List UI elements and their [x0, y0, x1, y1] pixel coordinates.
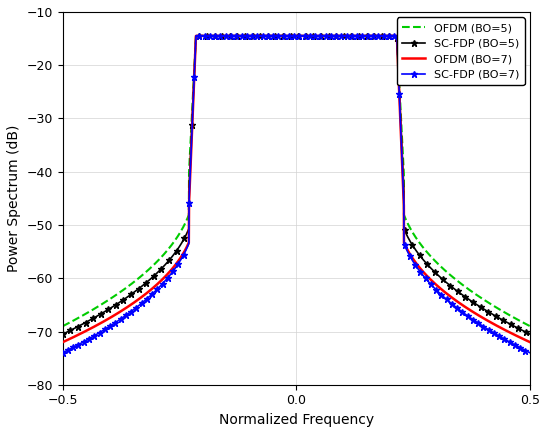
Y-axis label: Power Spectrum (dB): Power Spectrum (dB) — [7, 125, 21, 272]
OFDM (BO=7) — [399, 166, 406, 171]
OFDM (BO=5) — [193, 33, 199, 39]
OFDM (BO=5) — [399, 141, 406, 146]
OFDM (BO=7) — [513, 333, 519, 338]
Line: SC-FDP (BO=7): SC-FDP (BO=7) — [59, 33, 533, 356]
SC-FDP (BO=5) — [193, 33, 199, 39]
SC-FDP (BO=7) — [193, 33, 199, 39]
OFDM (BO=5) — [489, 302, 496, 308]
OFDM (BO=7) — [260, 33, 266, 39]
OFDM (BO=5) — [513, 316, 519, 321]
SC-FDP (BO=7) — [489, 329, 496, 335]
OFDM (BO=5) — [260, 33, 266, 39]
SC-FDP (BO=5) — [489, 312, 496, 317]
SC-FDP (BO=7) — [399, 164, 406, 169]
OFDM (BO=5) — [527, 324, 533, 329]
SC-FDP (BO=5) — [60, 332, 66, 337]
OFDM (BO=7) — [489, 321, 496, 326]
SC-FDP (BO=5) — [282, 33, 288, 39]
SC-FDP (BO=7) — [260, 33, 266, 39]
SC-FDP (BO=7) — [282, 33, 288, 39]
OFDM (BO=7) — [60, 339, 66, 345]
X-axis label: Normalized Frequency: Normalized Frequency — [219, 413, 374, 427]
Line: OFDM (BO=5): OFDM (BO=5) — [63, 36, 530, 326]
OFDM (BO=7) — [527, 339, 533, 345]
SC-FDP (BO=7) — [513, 343, 519, 348]
Line: OFDM (BO=7): OFDM (BO=7) — [63, 36, 530, 342]
SC-FDP (BO=7) — [256, 33, 263, 39]
OFDM (BO=5) — [60, 324, 66, 329]
SC-FDP (BO=5) — [260, 33, 266, 39]
SC-FDP (BO=5) — [256, 33, 263, 39]
OFDM (BO=7) — [193, 33, 199, 39]
SC-FDP (BO=5) — [527, 332, 533, 337]
Legend: OFDM (BO=5), SC-FDP (BO=5), OFDM (BO=7), SC-FDP (BO=7): OFDM (BO=5), SC-FDP (BO=5), OFDM (BO=7),… — [397, 17, 525, 85]
OFDM (BO=5) — [256, 33, 263, 39]
SC-FDP (BO=7) — [527, 350, 533, 355]
SC-FDP (BO=5) — [399, 154, 406, 159]
OFDM (BO=7) — [282, 33, 288, 39]
Line: SC-FDP (BO=5): SC-FDP (BO=5) — [59, 33, 533, 338]
OFDM (BO=5) — [282, 33, 288, 39]
SC-FDP (BO=5) — [513, 325, 519, 330]
SC-FDP (BO=7) — [60, 350, 66, 355]
OFDM (BO=7) — [256, 33, 263, 39]
